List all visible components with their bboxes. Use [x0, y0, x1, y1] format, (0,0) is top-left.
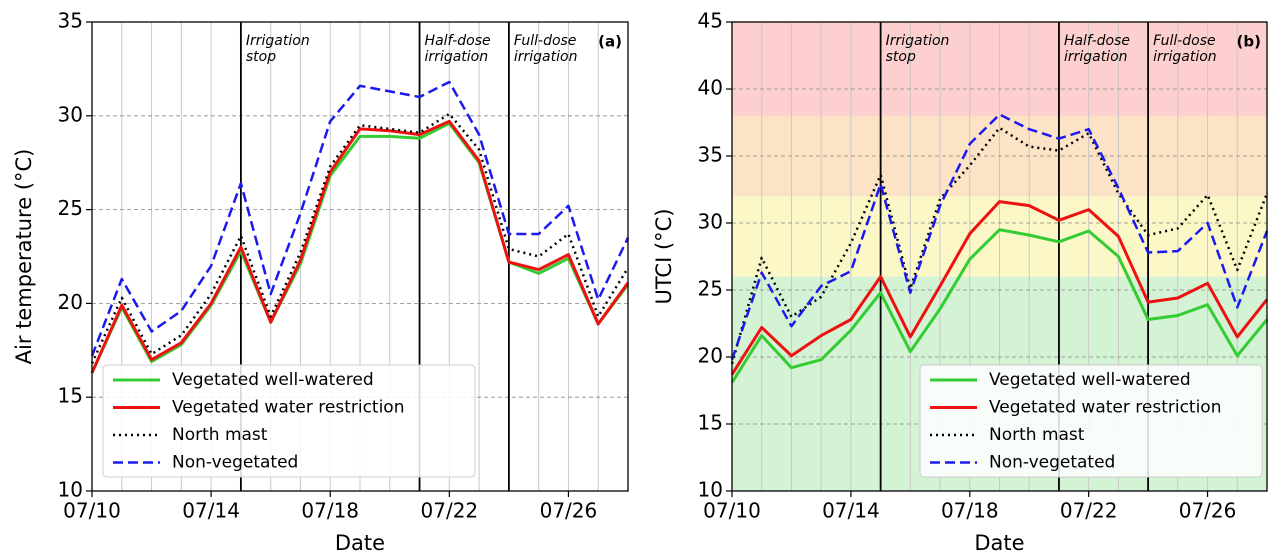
legend-label: Non-vegetated	[172, 453, 298, 473]
y-tick-label: 15	[698, 411, 723, 435]
event-annotation: Full-dose	[514, 33, 577, 49]
series-line	[730, 228, 1269, 384]
legend-label: Non-vegetated	[989, 453, 1115, 473]
event-annotation: Half-dose	[425, 33, 491, 49]
y-tick-label: 45	[698, 9, 723, 33]
legend-label: Vegetated well-watered	[989, 370, 1191, 390]
event-annotation: Half-dose	[1064, 33, 1130, 49]
event-annotation: Irrigation	[886, 33, 950, 49]
y-tick-label: 20	[698, 344, 723, 368]
x-axis-label: Date	[974, 531, 1024, 555]
x-tick-label: 07/26	[540, 499, 598, 523]
y-tick-label: 35	[58, 9, 83, 33]
y-tick-label: 30	[58, 102, 83, 126]
y-tick-label: 10	[58, 478, 83, 502]
y-tick-label: 30	[698, 210, 723, 234]
y-tick-label: 25	[58, 196, 83, 220]
x-tick-label: 07/10	[63, 499, 121, 523]
event-annotation: stop	[886, 49, 916, 65]
event-annotation: irrigation	[514, 49, 578, 65]
y-tick-label: 20	[58, 290, 83, 314]
series-line	[90, 121, 630, 374]
plot-frame	[91, 21, 629, 492]
event-annotation: irrigation	[425, 49, 489, 65]
legend-label: Vegetated water restriction	[989, 398, 1221, 418]
x-tick-label: 07/22	[1060, 499, 1118, 523]
x-tick-label: 07/26	[1179, 499, 1237, 523]
panel-label: (a)	[598, 33, 622, 51]
series-line	[730, 126, 1269, 365]
legend-label: North mast	[989, 425, 1085, 445]
legend-box	[919, 364, 1263, 478]
event-annotation: Full-dose	[1153, 33, 1216, 49]
x-tick-label: 07/14	[182, 499, 240, 523]
legend-label: North mast	[172, 425, 268, 445]
y-tick-label: 40	[698, 76, 723, 100]
y-tick-label: 10	[698, 478, 723, 502]
event-annotation: irrigation	[1153, 49, 1217, 65]
x-tick-label: 07/22	[421, 499, 479, 523]
series-line	[90, 119, 630, 374]
y-tick-label: 25	[698, 277, 723, 301]
y-axis-label: UTCI (°C)	[652, 208, 676, 304]
series-line	[730, 200, 1269, 376]
x-tick-label: 07/14	[822, 499, 880, 523]
y-tick-label: 35	[698, 143, 723, 167]
event-annotation: irrigation	[1064, 49, 1128, 65]
y-tick-label: 15	[58, 384, 83, 408]
x-tick-label: 07/18	[301, 499, 359, 523]
event-annotation: Irrigation	[246, 33, 310, 49]
x-axis-label: Date	[335, 531, 385, 555]
event-annotation: stop	[246, 49, 276, 65]
series-line	[730, 113, 1269, 361]
plot-frame	[731, 21, 1268, 492]
y-axis-label: Air temperature (°C)	[12, 149, 36, 365]
x-tick-label: 07/10	[703, 499, 761, 523]
x-tick-label: 07/18	[941, 499, 999, 523]
legend-box	[102, 364, 476, 478]
series-line	[90, 80, 630, 357]
panel-label: (b)	[1237, 33, 1261, 51]
legend-label: Vegetated well-watered	[172, 370, 374, 390]
legend-label: Vegetated water restriction	[172, 398, 404, 418]
